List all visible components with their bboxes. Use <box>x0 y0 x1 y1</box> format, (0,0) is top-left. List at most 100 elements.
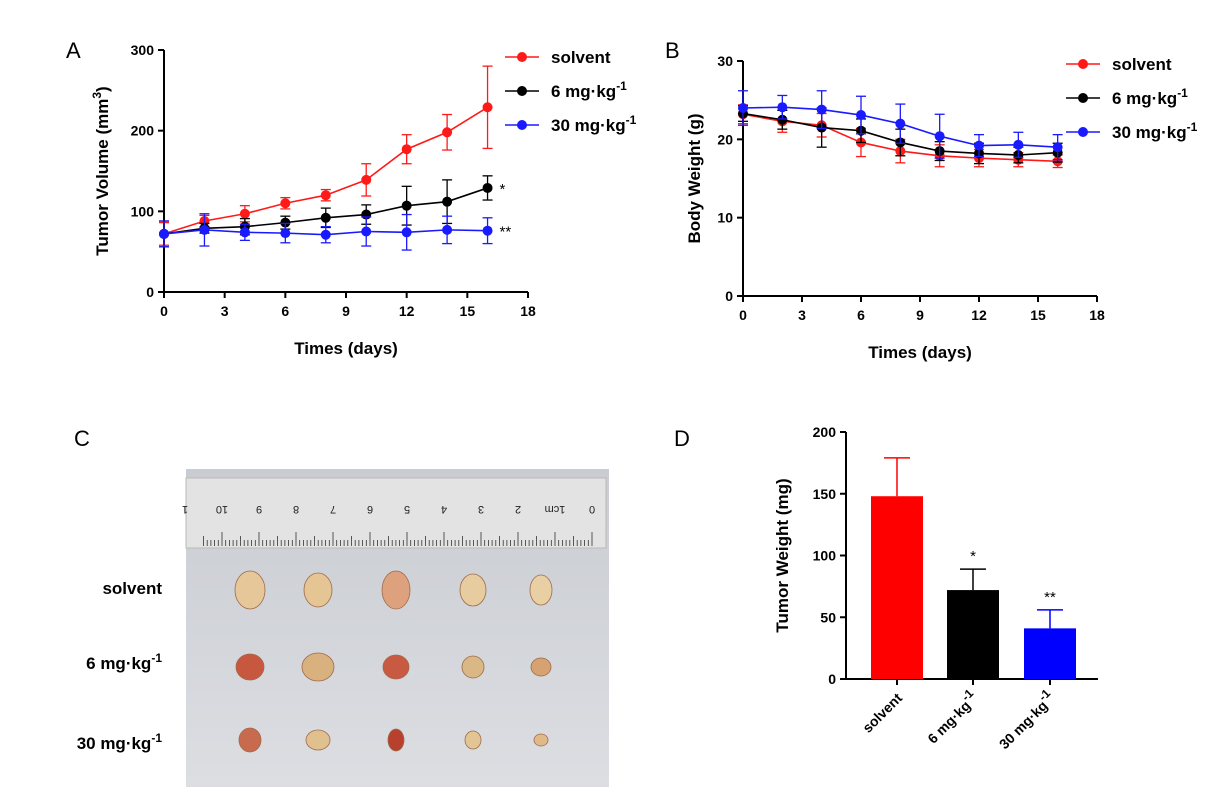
data-point <box>1052 142 1063 153</box>
x-tick-label: 3 <box>221 303 229 319</box>
x-tick-label: 12 <box>971 307 987 323</box>
data-point <box>442 127 453 138</box>
data-point <box>1013 139 1024 150</box>
series-2 <box>738 90 1063 161</box>
y-tick-label: 10 <box>717 210 733 226</box>
ruler-number: 6 <box>367 503 373 515</box>
y-axis-title: Tumor Volume (mm3) <box>90 86 112 255</box>
tumor-sample <box>381 570 411 610</box>
chart-b-body-weight: 0 3 6 9 12 15 18 0 10 20 30 Times (days) Body Weight… <box>685 53 1198 362</box>
ruler-number: 10 <box>216 503 228 515</box>
y-tick-label: 0 <box>725 288 733 304</box>
tumor-sample <box>303 572 333 608</box>
tumor-sample <box>238 727 262 753</box>
x-tick-label: 30 mg·kg-1 <box>992 686 1058 752</box>
tumor-sample <box>464 730 482 750</box>
y-tick-label: 200 <box>131 123 155 139</box>
tumor-sample <box>382 654 410 680</box>
ruler-number: 8 <box>293 503 299 515</box>
tumor-sample <box>235 653 265 681</box>
legend-label: solvent <box>1112 55 1172 74</box>
data-point <box>320 190 331 201</box>
data-point <box>934 131 945 142</box>
panel-label-d: D <box>674 426 690 451</box>
data-point <box>482 225 493 236</box>
panel-label-b: B <box>665 38 680 63</box>
data-point <box>777 114 788 125</box>
x-tick-label: solvent <box>859 690 905 736</box>
tumor-sample <box>305 729 331 751</box>
ruler-number: 0 <box>589 503 595 515</box>
legend-marker <box>517 52 527 62</box>
tumor-sample <box>234 570 266 610</box>
data-point <box>280 198 291 209</box>
data-point <box>159 228 169 239</box>
data-point <box>856 110 866 121</box>
x-tick-label: 6 <box>857 307 865 323</box>
x-tick-label: 3 <box>798 307 806 323</box>
significance-marker: * <box>970 548 976 565</box>
ruler <box>185 477 607 549</box>
x-tick-label: 9 <box>342 303 350 319</box>
x-tick-label: 0 <box>739 307 747 323</box>
ruler-number: 7 <box>330 503 336 515</box>
tumor-sample <box>459 573 487 607</box>
photo-row-label: 30 mg·kg-1 <box>77 731 163 753</box>
data-point <box>816 104 827 115</box>
x-tick-label: 9 <box>916 307 924 323</box>
x-tick-label: 6 mg·kg-1 <box>921 686 982 747</box>
photo-row-label: 6 mg·kg-1 <box>86 651 162 673</box>
data-point <box>738 103 748 113</box>
y-tick-label: 150 <box>813 486 837 502</box>
significance-marker: ** <box>500 224 512 241</box>
x-axis-title: Times (days) <box>868 343 972 362</box>
series-1: * <box>159 175 506 248</box>
y-tick-label: 0 <box>146 284 154 300</box>
data-point <box>401 200 412 211</box>
ruler-number: 4 <box>441 503 447 515</box>
y-tick-label: 20 <box>717 131 733 147</box>
data-point <box>239 227 250 238</box>
photo-c-tumors: 0 1cm 2 3 4 5 6 7 8 9 10 1 solvent 6 mg·kg-1 30 mg·kg-… <box>77 469 609 787</box>
panel-label-c: C <box>74 426 90 451</box>
ruler-number: 1cm <box>545 503 566 515</box>
data-point <box>442 196 453 207</box>
y-tick-label: 100 <box>131 203 155 219</box>
data-point <box>777 102 788 113</box>
legend-label: 6 mg·kg-1 <box>551 79 627 101</box>
tumor-sample <box>530 657 552 677</box>
data-point <box>401 144 412 155</box>
y-axis-title: Tumor Weight (mg) <box>773 478 792 632</box>
legend-marker <box>1078 93 1088 103</box>
x-tick-label: 0 <box>160 303 168 319</box>
y-tick-label: 0 <box>828 671 836 687</box>
data-point <box>361 226 372 237</box>
significance-marker: ** <box>1044 589 1056 606</box>
x-tick-label: 15 <box>460 303 476 319</box>
legend-label: 6 mg·kg-1 <box>1112 86 1188 108</box>
x-tick-label: 15 <box>1030 307 1046 323</box>
chart-a-tumor-volume: 0 3 6 9 12 15 18 0 100 200 300 Times (days) Tumor Vo… <box>90 42 637 358</box>
data-point <box>239 208 250 219</box>
data-point <box>280 228 291 239</box>
significance-marker: * <box>500 181 506 198</box>
legend-label: 30 mg·kg-1 <box>551 113 637 135</box>
photo-row-label: solvent <box>102 579 162 598</box>
legend-marker <box>1078 127 1088 137</box>
y-tick-label: 300 <box>131 42 155 58</box>
tumor-sample <box>301 652 335 682</box>
data-point <box>280 217 291 228</box>
x-axis-title: Times (days) <box>294 339 398 358</box>
ruler-number: 5 <box>404 503 410 515</box>
panel-label-a: A <box>66 38 81 63</box>
data-point <box>361 174 372 185</box>
x-tick-label: 6 <box>281 303 289 319</box>
data-point <box>974 140 984 151</box>
x-tick-label: 18 <box>520 303 536 319</box>
y-tick-label: 200 <box>813 424 837 440</box>
y-axis-title: Body Weight (g) <box>685 114 704 244</box>
bar <box>871 496 923 679</box>
ruler-number: 9 <box>256 503 262 515</box>
tumor-sample <box>529 574 553 606</box>
data-point <box>442 224 453 235</box>
